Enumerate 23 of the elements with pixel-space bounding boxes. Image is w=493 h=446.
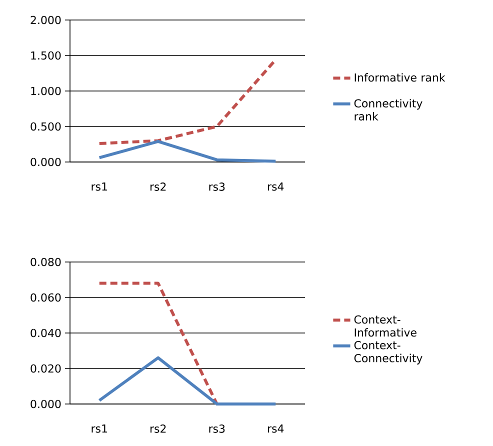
x-tick-label: rs1: [92, 182, 107, 191]
y-tick-label: 0.020: [30, 364, 61, 373]
y-tick-label: 0.080: [30, 258, 61, 266]
x-tick-label: rs1: [92, 424, 107, 433]
x-tick-label: rs4: [268, 424, 284, 433]
x-tick-label: rs4: [268, 182, 284, 191]
x-tick-label: rs2: [150, 182, 166, 191]
legend-label: Connectivity rank: [354, 98, 422, 121]
y-tick-label: 1.500: [31, 51, 61, 60]
legend-label: Context-Informative: [354, 315, 416, 337]
y-tick-label: 0.500: [30, 122, 61, 131]
y-tick-label: 0.000: [30, 400, 61, 408]
y-tick-label: 0.060: [30, 293, 61, 302]
y-tick-label: 0.040: [30, 328, 61, 338]
x-tick-label: rs2: [150, 424, 166, 433]
y-tick-label: 2.000: [30, 16, 61, 24]
y-tick-label: 1.000: [31, 86, 61, 96]
y-tick-label: 0.000: [30, 158, 61, 166]
legend-label: Context-Connectivity: [354, 341, 422, 364]
line-series: [98, 140, 278, 163]
x-tick-label: rs3: [209, 424, 225, 433]
x-tick-label: rs3: [209, 182, 225, 191]
legend-label: Informative rank: [354, 73, 446, 82]
